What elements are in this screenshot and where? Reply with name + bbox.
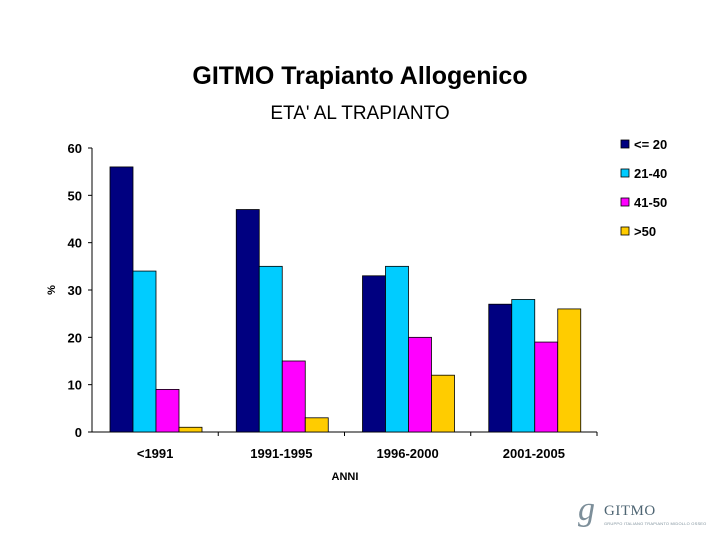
y-tick-label: 40 xyxy=(68,236,82,251)
logo-text: GITMO xyxy=(604,503,656,519)
legend-label: >50 xyxy=(634,224,656,239)
chart-subtitle: ETA' AL TRAPIANTO xyxy=(270,103,450,124)
gitmo-logo: g GITMO GRUPPO ITALIANO TRAPIANTO MIDOLL… xyxy=(578,491,718,531)
y-tick-label: 60 xyxy=(68,141,82,156)
bar xyxy=(178,426,203,433)
legend-label: 21-40 xyxy=(634,166,667,181)
x-axis-label: ANNI xyxy=(332,471,359,483)
bar xyxy=(281,360,306,433)
y-tick-label: 20 xyxy=(68,330,82,345)
legend-swatch xyxy=(620,226,630,236)
bar xyxy=(511,299,536,433)
x-tick-label: 1996-2000 xyxy=(377,446,439,461)
legend-swatch xyxy=(620,197,630,207)
y-tick-label: 10 xyxy=(68,378,82,393)
bar xyxy=(235,209,260,433)
bar xyxy=(109,166,134,433)
bar xyxy=(385,265,409,433)
bar xyxy=(362,275,386,433)
bar xyxy=(258,265,283,433)
logo-mark: g xyxy=(578,491,595,528)
bar xyxy=(408,336,432,433)
bar xyxy=(132,270,157,433)
bar xyxy=(431,374,455,433)
bar xyxy=(304,417,329,433)
bar xyxy=(534,341,559,433)
x-tick-label: 1991-1995 xyxy=(250,446,312,461)
legend-swatch xyxy=(620,168,630,178)
bar xyxy=(155,388,180,433)
legend-label: <= 20 xyxy=(634,137,667,152)
y-tick-label: 0 xyxy=(75,425,82,440)
logo-subtext: GRUPPO ITALIANO TRAPIANTO MIDOLLO OSSEO xyxy=(604,521,707,526)
bar xyxy=(488,303,513,433)
chart-title: GITMO Trapianto Allogenico xyxy=(192,62,528,90)
x-tick-label: <1991 xyxy=(137,446,174,461)
legend-label: 41-50 xyxy=(634,195,667,210)
legend-swatch xyxy=(620,139,630,149)
y-tick-label: 50 xyxy=(68,188,82,203)
y-axis-label: % xyxy=(46,285,58,295)
x-tick-label: 2001-2005 xyxy=(503,446,565,461)
y-tick-label: 30 xyxy=(68,283,82,298)
bar xyxy=(557,308,582,433)
